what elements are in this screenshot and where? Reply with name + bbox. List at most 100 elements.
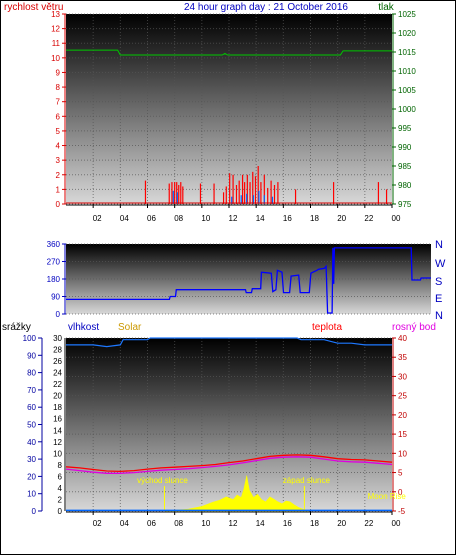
temperature-tick-label: 0 [398,488,403,497]
x-tick-label: 04 [120,214,129,223]
pressure-tick-label: 1005 [398,86,416,95]
rain-tick-label: 90 [27,351,36,360]
humidity-tick-label: 10 [53,449,62,458]
pressure-axis-title: tlak [378,2,395,13]
wind-tick-label: 4 [56,142,61,151]
rain-tick-label: 60 [27,403,36,412]
pressure-line [66,49,392,56]
rain-tick-label: 0 [32,507,37,516]
wind-tick-label: 13 [51,10,60,19]
wind-tick-label: 10 [51,54,60,63]
temperature-tick-label: 20 [398,411,407,420]
direction-tick-label: 270 [47,258,61,267]
pressure-tick-label: 980 [398,181,412,190]
solar-axis-title: Solar [118,322,142,333]
wind-tick-label: 5 [56,127,61,136]
humidity-tick-label: 4 [58,484,63,493]
x-tick-label: 18 [310,214,319,223]
compass-label: E [435,293,442,305]
x-tick-label: 22 [364,214,373,223]
wind-tick-label: 11 [52,39,61,48]
x-tick-label: 12 [229,519,238,528]
x-tick-label: 00 [392,519,401,528]
rain-tick-label: 50 [27,421,36,430]
x-tick-label: 14 [256,519,265,528]
wind-direction-line [66,247,431,314]
x-tick-label: 18 [310,519,319,528]
x-tick-label: 06 [147,519,156,528]
direction-tick-label: 0 [56,310,61,319]
x-tick-label: 16 [283,214,292,223]
dewpoint-line [65,456,393,474]
pressure-tick-label: 1000 [398,105,416,114]
x-tick-label: 10 [201,519,210,528]
compass-label: N [435,239,443,251]
rain-tick-label: 30 [27,455,36,464]
humidity-tick-label: 14 [53,426,62,435]
humidity-tick-label: 12 [53,438,62,447]
humidity-tick-label: 2 [58,495,63,504]
humidity-tick-label: 22 [53,380,62,389]
rain-tick-label: 100 [23,334,37,343]
x-tick-label: 22 [364,519,373,528]
x-tick-label: 08 [174,214,183,223]
humidity-tick-label: 30 [53,334,62,343]
temperature-tick-label: 40 [398,334,407,343]
x-tick-label: 04 [120,519,129,528]
x-tick-label: 16 [283,519,292,528]
humidity-tick-label: 16 [53,415,62,424]
wind-tick-label: 0 [56,200,61,209]
rain-tick-label: 10 [27,490,36,499]
pressure-tick-label: 975 [398,200,412,209]
temperature-line [65,454,393,473]
x-tick-label: 00 [392,214,401,223]
chart-title: 24 hour graph day : 21 October 2016 [184,2,348,13]
pressure-tick-label: 1015 [398,48,416,57]
pressure-tick-label: 990 [398,143,412,152]
x-tick-label: 14 [256,214,265,223]
rain-tick-label: 80 [27,369,36,378]
humidity-tick-label: 24 [53,369,62,378]
wind-tick-label: 6 [56,112,61,121]
x-tick-label: 20 [337,214,346,223]
wind-tick-label: 12 [51,25,60,34]
rain-axis-title: srážky [2,322,31,333]
humidity-tick-label: 6 [58,472,63,481]
pressure-tick-label: 995 [398,124,412,133]
temperature-tick-label: 15 [398,430,407,439]
humidity-axis-title: vlhkost [68,322,99,333]
sunset-label: západ slunce [283,476,331,485]
temperature-tick-label: 5 [398,469,403,478]
rain-tick-label: 20 [27,472,36,481]
temperature-axis-title: teplota [312,322,342,333]
direction-tick-label: 180 [47,275,61,284]
x-tick-label: 10 [201,214,210,223]
direction-tick-label: 360 [47,240,61,249]
compass-label: S [435,276,442,288]
dewpoint-axis-title: rosný bod [392,322,436,333]
compass-label: W [435,258,446,270]
sunrise-label: východ slunce [137,476,188,485]
moonrise-label: Moon Rise [368,492,407,501]
temperature-tick-label: -5 [398,507,406,516]
solar-radiation-area [165,475,310,512]
rain-tick-label: 70 [27,386,36,395]
humidity-tick-label: 26 [53,357,62,366]
humidity-tick-label: 20 [53,392,62,401]
wind-tick-label: 9 [56,68,61,77]
wind-tick-label: 2 [56,171,61,180]
wind-tick-label: 8 [56,83,61,92]
x-tick-label: 12 [229,214,238,223]
x-tick-label: 02 [93,519,102,528]
humidity-line [66,337,392,348]
x-tick-label: 20 [337,519,346,528]
pressure-tick-label: 985 [398,162,412,171]
humidity-tick-label: 8 [58,461,63,470]
pressure-tick-label: 1020 [398,29,416,38]
temperature-tick-label: 10 [398,449,407,458]
humidity-tick-label: 0 [58,507,63,516]
pressure-tick-label: 1025 [398,10,416,19]
wind-tick-label: 7 [56,98,61,107]
x-tick-label: 06 [147,214,156,223]
